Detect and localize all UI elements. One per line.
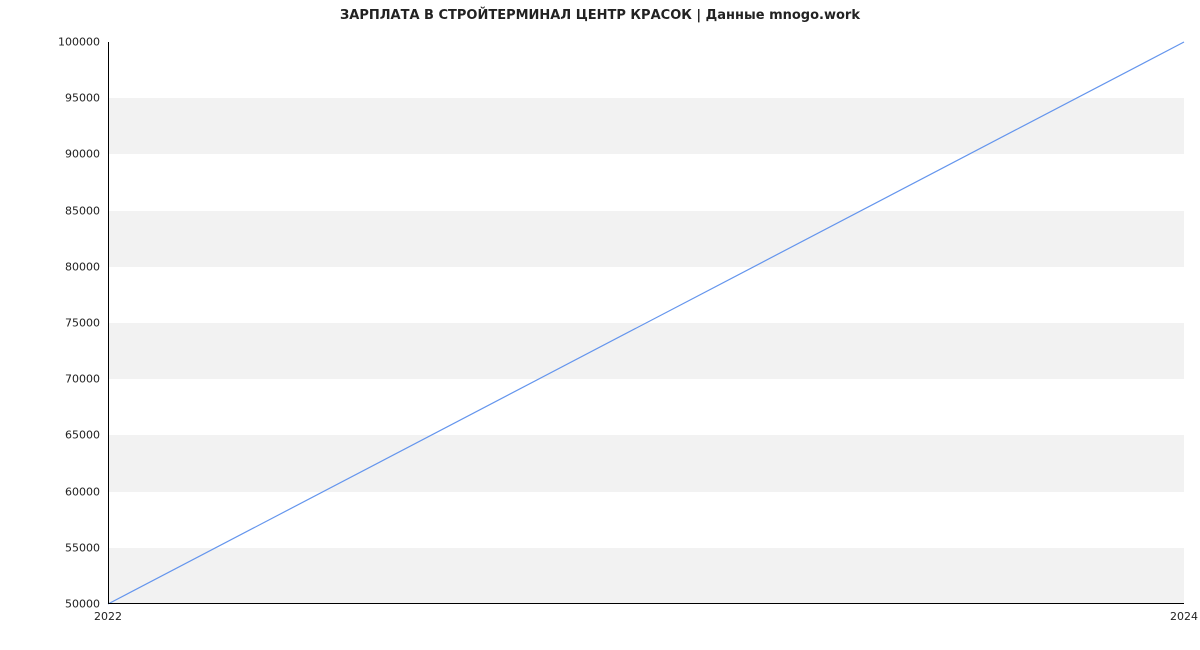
y-tick-label: 50000 [65,598,100,611]
y-tick-label: 100000 [58,36,100,49]
plot-area: 5000055000600006500070000750008000085000… [108,42,1184,604]
y-tick-label: 80000 [65,260,100,273]
x-axis-line [108,603,1184,604]
salary-chart: ЗАРПЛАТА В СТРОЙТЕРМИНАЛ ЦЕНТР КРАСОК | … [0,0,1200,650]
y-tick-label: 70000 [65,373,100,386]
y-tick-label: 75000 [65,317,100,330]
line-layer [108,42,1184,604]
y-tick-label: 55000 [65,541,100,554]
y-tick-label: 60000 [65,485,100,498]
x-tick-label: 2022 [94,610,122,623]
y-tick-label: 95000 [65,92,100,105]
y-axis-line [108,42,109,604]
y-tick-label: 90000 [65,148,100,161]
x-tick-label: 2024 [1170,610,1198,623]
y-tick-label: 65000 [65,429,100,442]
y-tick-label: 85000 [65,204,100,217]
series-salary [108,42,1184,604]
chart-title: ЗАРПЛАТА В СТРОЙТЕРМИНАЛ ЦЕНТР КРАСОК | … [0,8,1200,23]
